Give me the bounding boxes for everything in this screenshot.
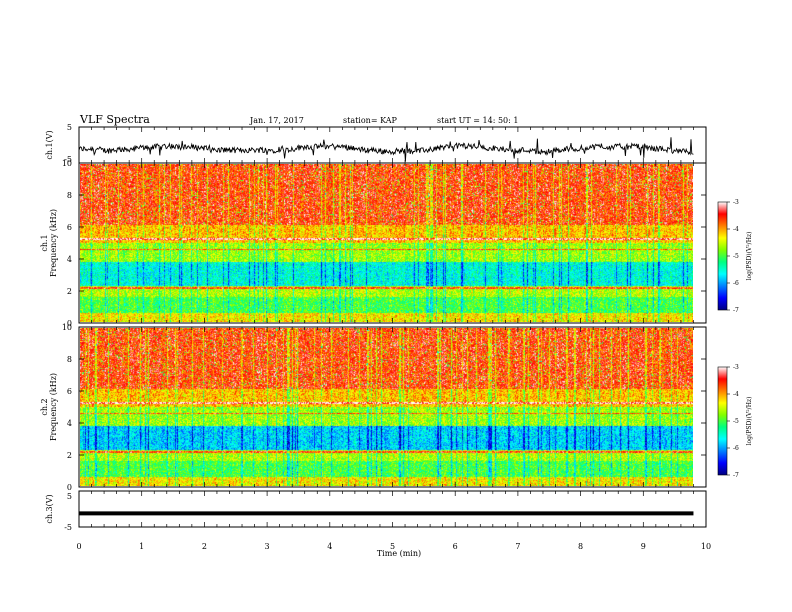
x-tick-label: 2 (202, 542, 207, 551)
ch3-ytick-bottom: -5 (64, 523, 72, 532)
spec2-yticks: 0 2 4 6 8 10 (62, 323, 706, 492)
ch3-panel: 5 -5 ch.3(V) (45, 490, 707, 532)
colorbar-ch2: -3 -4 -5 -6 -7 log(PSD)(V²/Hz) (717, 364, 753, 479)
colorbar-ch2-gradient (718, 367, 727, 475)
spec-ytick-label: 0 (67, 319, 72, 328)
colorbar-tick-label: -7 (733, 472, 739, 479)
spec1-yticks: 0 2 4 6 8 10 (62, 159, 706, 328)
x-tick-label: 10 (701, 542, 711, 551)
spec2-ylabel: Frequency (kHz) (49, 373, 58, 441)
colorbar-ch2-ticks: -3 -4 -5 -6 -7 (727, 364, 739, 479)
ch1-waveform (78, 137, 694, 162)
x-tick-label: 0 (76, 542, 81, 551)
spec-ytick-label: 4 (67, 419, 72, 428)
ch3-ytick-top: 5 (67, 492, 72, 501)
date-label: Jan. 17, 2017 (249, 116, 304, 125)
spectrogram-ch2-panel: 0 2 4 6 8 10 ch.2 Frequency (kHz) (40, 323, 707, 492)
colorbar-tick-label: -6 (733, 280, 739, 287)
x-tick-label: 3 (265, 542, 270, 551)
x-tick-label: 5 (390, 542, 395, 551)
station-label: station= KAP (343, 116, 398, 125)
ch3-frame (78, 490, 707, 528)
x-tick-label: 4 (327, 542, 332, 551)
spec-ytick-label: 6 (67, 387, 72, 396)
spec-ytick-label: 10 (62, 159, 72, 168)
spec-ytick-label: 4 (67, 255, 72, 264)
spec-ytick-label: 2 (67, 451, 72, 460)
spec-ytick-label: 8 (67, 191, 72, 200)
x-tick-label: 7 (515, 542, 520, 551)
start-time-label: start UT = 14: 50: 1 (437, 116, 518, 125)
colorbar-ch1-ticks: -3 -4 -5 -6 -7 (727, 199, 739, 314)
x-tick-label: 1 (139, 542, 144, 551)
ch1-ytick-top: 5 (67, 123, 72, 132)
ch1-panel: 5 -5 ch.1(V) (45, 123, 707, 164)
spec1-ylabel-top: ch.1 (40, 234, 49, 251)
x-tick-label: 8 (578, 542, 583, 551)
colorbar-ch2-label: log(PSD)(V²/Hz) (746, 397, 753, 446)
ch1-frame (78, 126, 707, 164)
time-ticks (78, 127, 707, 527)
x-axis-label: Time (min) (377, 549, 421, 558)
spec1-ylabel: Frequency (kHz) (49, 209, 58, 277)
colorbar-tick-label: -3 (733, 199, 739, 206)
colorbar-tick-label: -5 (733, 253, 739, 260)
colorbar-ch1-label: log(PSD)(V²/Hz) (746, 232, 753, 281)
x-tick-label: 6 (453, 542, 458, 551)
spec2-heatmap (80, 328, 693, 486)
spec2-ylabel-top: ch.2 (40, 398, 49, 415)
x-axis-tick-labels: 0 1 2 3 4 5 6 7 8 9 10 (76, 542, 711, 551)
colorbar-tick-label: -4 (733, 226, 739, 233)
colorbar-tick-label: -7 (733, 307, 739, 314)
ch3-ylabel: ch.3(V) (45, 494, 54, 523)
spec-ytick-label: 10 (62, 323, 72, 332)
x-tick-label: 9 (641, 542, 646, 551)
figure-title: VLF Spectra (79, 113, 150, 126)
spec-ytick-label: 2 (67, 287, 72, 296)
colorbar-tick-label: -5 (733, 418, 739, 425)
spec-ytick-label: 0 (67, 483, 72, 492)
spec-ytick-label: 8 (67, 355, 72, 364)
colorbar-ch1: -3 -4 -5 -6 -7 log(PSD)(V²/Hz) (717, 199, 753, 314)
spectrogram-ch1-panel: 0 2 4 6 8 10 ch.1 Frequency (kHz) (40, 159, 707, 328)
colorbar-ch1-gradient (718, 202, 727, 310)
spec1-heatmap (80, 164, 693, 322)
colorbar-tick-label: -4 (733, 391, 739, 398)
colorbar-tick-label: -3 (733, 364, 739, 371)
ch1-ytick-bottom: -5 (64, 155, 72, 164)
spec-ytick-label: 6 (67, 223, 72, 232)
ch1-ylabel: ch.1(V) (45, 130, 54, 159)
colorbar-tick-label: -6 (733, 445, 739, 452)
